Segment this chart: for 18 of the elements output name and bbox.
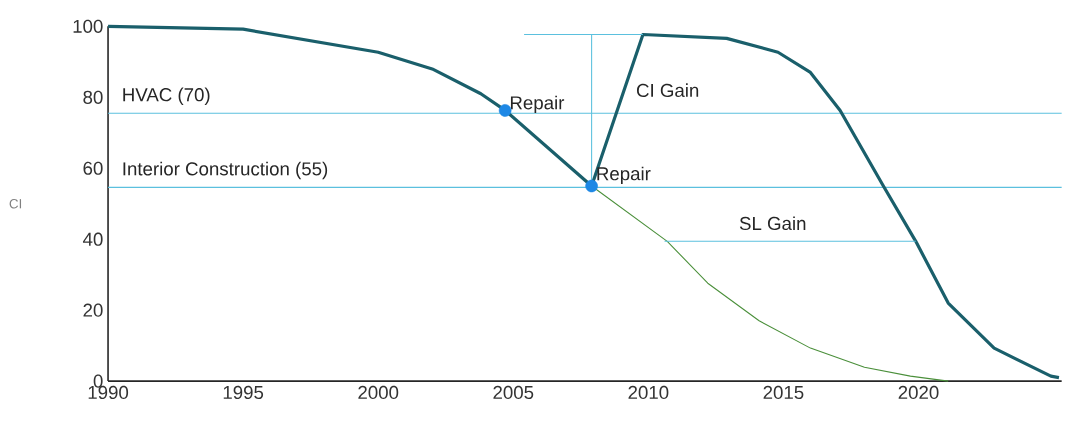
x-tick-label: 2010 [628, 385, 669, 399]
x-tick-label: 2015 [763, 385, 804, 399]
annotation: Repair [597, 166, 651, 184]
ref-line-label: HVAC (70) [123, 87, 210, 105]
y-tick-label: 40 [82, 232, 103, 246]
x-tick-label: 2005 [493, 385, 534, 399]
annotation: Repair [510, 95, 565, 114]
y-tick-label: 80 [83, 90, 103, 104]
x-tick-label: 2020 [898, 385, 939, 399]
annotation: CI Gain [636, 83, 699, 97]
ref-line-label: Interior Construction (55) [123, 161, 328, 180]
x-tick-label: 2000 [358, 385, 399, 399]
x-tick-label: 1995 [223, 385, 264, 399]
annotation: SL Gain [739, 216, 806, 231]
y-axis-title: CI [9, 198, 22, 209]
y-tick-label: 20 [83, 303, 103, 317]
y-tick-label: 100 [73, 19, 103, 33]
y-tick-label: 60 [83, 161, 103, 175]
